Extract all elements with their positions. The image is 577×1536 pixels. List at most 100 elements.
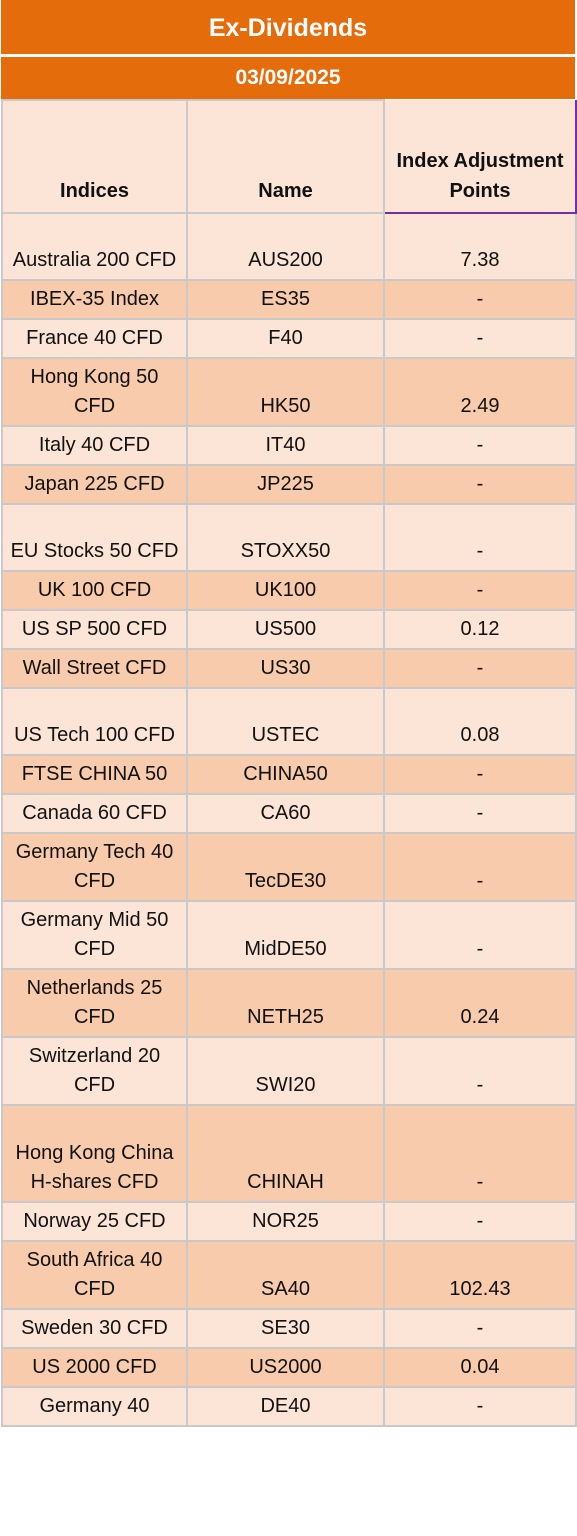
table-row: US 2000 CFD US2000 0.04 — [1, 1347, 577, 1388]
table-row: France 40 CFD F40- — [1, 318, 577, 359]
cell-points: - — [383, 464, 577, 505]
cell-index: EU Stocks 50 CFD — [1, 503, 188, 572]
cell-index: US 2000 CFD — [1, 1347, 188, 1388]
cell-index: IBEX-35 Index — [1, 279, 188, 320]
cell-points: - — [383, 425, 577, 466]
cell-points: 7.38 — [383, 212, 577, 281]
cell-points: - — [383, 1036, 577, 1106]
cell-name: CA60 — [186, 793, 385, 834]
cell-name: SE30 — [186, 1308, 385, 1349]
cell-index: US Tech 100 CFD — [1, 687, 188, 756]
header-row: Indices Name Index Adjustment Points — [1, 99, 577, 214]
table-row: Canada 60 CFD CA60- — [1, 793, 577, 834]
table-row: FTSE CHINA 50 CHINA50- — [1, 754, 577, 795]
cell-name: IT40 — [186, 425, 385, 466]
cell-points: - — [383, 900, 577, 970]
table-row: US Tech 100 CFD USTEC 0.08 — [1, 687, 577, 756]
cell-points: - — [383, 648, 577, 689]
cell-points: - — [383, 279, 577, 320]
cell-index: Australia 200 CFD — [1, 212, 188, 281]
table-row: Germany Tech 40 CFD TecDE30- — [1, 832, 577, 902]
table-row: UK 100 CFD UK100- — [1, 570, 577, 611]
cell-name: CHINA50 — [186, 754, 385, 795]
cell-name: DE40 — [186, 1386, 385, 1427]
cell-points: - — [383, 1386, 577, 1427]
table-row: EU Stocks 50 CFD STOXX50- — [1, 503, 577, 572]
table-row: Germany 40 DE40- — [1, 1386, 577, 1427]
table-row: Australia 200 CFD AUS200 7.38 — [1, 212, 577, 281]
table-row: Hong Kong China H-shares CFD CHINAH - — [1, 1104, 577, 1203]
cell-index: France 40 CFD — [1, 318, 188, 359]
cell-name: CHINAH — [186, 1104, 385, 1203]
cell-name: TecDE30 — [186, 832, 385, 902]
cell-points: 2.49 — [383, 357, 577, 427]
cell-points: 0.12 — [383, 609, 577, 650]
cell-name: F40 — [186, 318, 385, 359]
table-row: Switzerland 20 CFD SWI20- — [1, 1036, 577, 1106]
cell-name: JP225 — [186, 464, 385, 505]
cell-points: - — [383, 503, 577, 572]
cell-points: 102.43 — [383, 1240, 577, 1310]
cell-points: 0.08 — [383, 687, 577, 756]
cell-name: STOXX50 — [186, 503, 385, 572]
cell-points: 0.24 — [383, 968, 577, 1038]
cell-points: - — [383, 1104, 577, 1203]
ex-dividends-table: Indices Name Index Adjustment Points Aus… — [1, 99, 577, 1427]
table-row: Netherlands 25 CFD NETH25 0.24 — [1, 968, 577, 1038]
cell-points: - — [383, 318, 577, 359]
cell-name: US500 — [186, 609, 385, 650]
table-row: US SP 500 CFD US500 0.12 — [1, 609, 577, 650]
table-row: Wall Street CFD US30- — [1, 648, 577, 689]
cell-name: US30 — [186, 648, 385, 689]
cell-name: HK50 — [186, 357, 385, 427]
cell-index: Germany Mid 50 CFD — [1, 900, 188, 970]
cell-points: - — [383, 1308, 577, 1349]
table-row: Norway 25 CFD NOR25- — [1, 1201, 577, 1242]
table-row: Hong Kong 50 CFD HK50 2.49 — [1, 357, 577, 427]
cell-index: UK 100 CFD — [1, 570, 188, 611]
cell-index: South Africa 40 CFD — [1, 1240, 188, 1310]
cell-name: USTEC — [186, 687, 385, 756]
header-index-adjustment-points: Index Adjustment Points — [383, 100, 577, 214]
header-name: Name — [186, 99, 385, 214]
cell-index: Netherlands 25 CFD — [1, 968, 188, 1038]
cell-name: SA40 — [186, 1240, 385, 1310]
cell-index: Germany Tech 40 CFD — [1, 832, 188, 902]
cell-name: NETH25 — [186, 968, 385, 1038]
cell-points: - — [383, 832, 577, 902]
cell-index: Hong Kong 50 CFD — [1, 357, 188, 427]
cell-name: MidDE50 — [186, 900, 385, 970]
cell-name: SWI20 — [186, 1036, 385, 1106]
cell-points: - — [383, 793, 577, 834]
cell-index: Hong Kong China H-shares CFD — [1, 1104, 188, 1203]
table-row: Japan 225 CFD JP225- — [1, 464, 577, 505]
cell-index: Wall Street CFD — [1, 648, 188, 689]
table-row: Germany Mid 50 CFD MidDE50- — [1, 900, 577, 970]
header-indices: Indices — [1, 99, 188, 214]
table-row: Sweden 30 CFD SE30- — [1, 1308, 577, 1349]
cell-name: ES35 — [186, 279, 385, 320]
cell-index: FTSE CHINA 50 — [1, 754, 188, 795]
table-row: South Africa 40 CFD SA40 102.43 — [1, 1240, 577, 1310]
cell-index: US SP 500 CFD — [1, 609, 188, 650]
sheet-date: 03/09/2025 — [1, 57, 575, 99]
cell-points: 0.04 — [383, 1347, 577, 1388]
table-row: Italy 40 CFD IT40- — [1, 425, 577, 466]
cell-points: - — [383, 570, 577, 611]
cell-points: - — [383, 754, 577, 795]
cell-index: Canada 60 CFD — [1, 793, 188, 834]
cell-index: Switzerland 20 CFD — [1, 1036, 188, 1106]
cell-index: Japan 225 CFD — [1, 464, 188, 505]
cell-index: Sweden 30 CFD — [1, 1308, 188, 1349]
cell-name: US2000 — [186, 1347, 385, 1388]
cell-index: Germany 40 — [1, 1386, 188, 1427]
cell-name: AUS200 — [186, 212, 385, 281]
cell-name: UK100 — [186, 570, 385, 611]
cell-points: - — [383, 1201, 577, 1242]
cell-name: NOR25 — [186, 1201, 385, 1242]
table-row: IBEX-35 Index ES35- — [1, 279, 577, 320]
cell-index: Italy 40 CFD — [1, 425, 188, 466]
sheet-title: Ex-Dividends — [1, 0, 575, 57]
cell-index: Norway 25 CFD — [1, 1201, 188, 1242]
